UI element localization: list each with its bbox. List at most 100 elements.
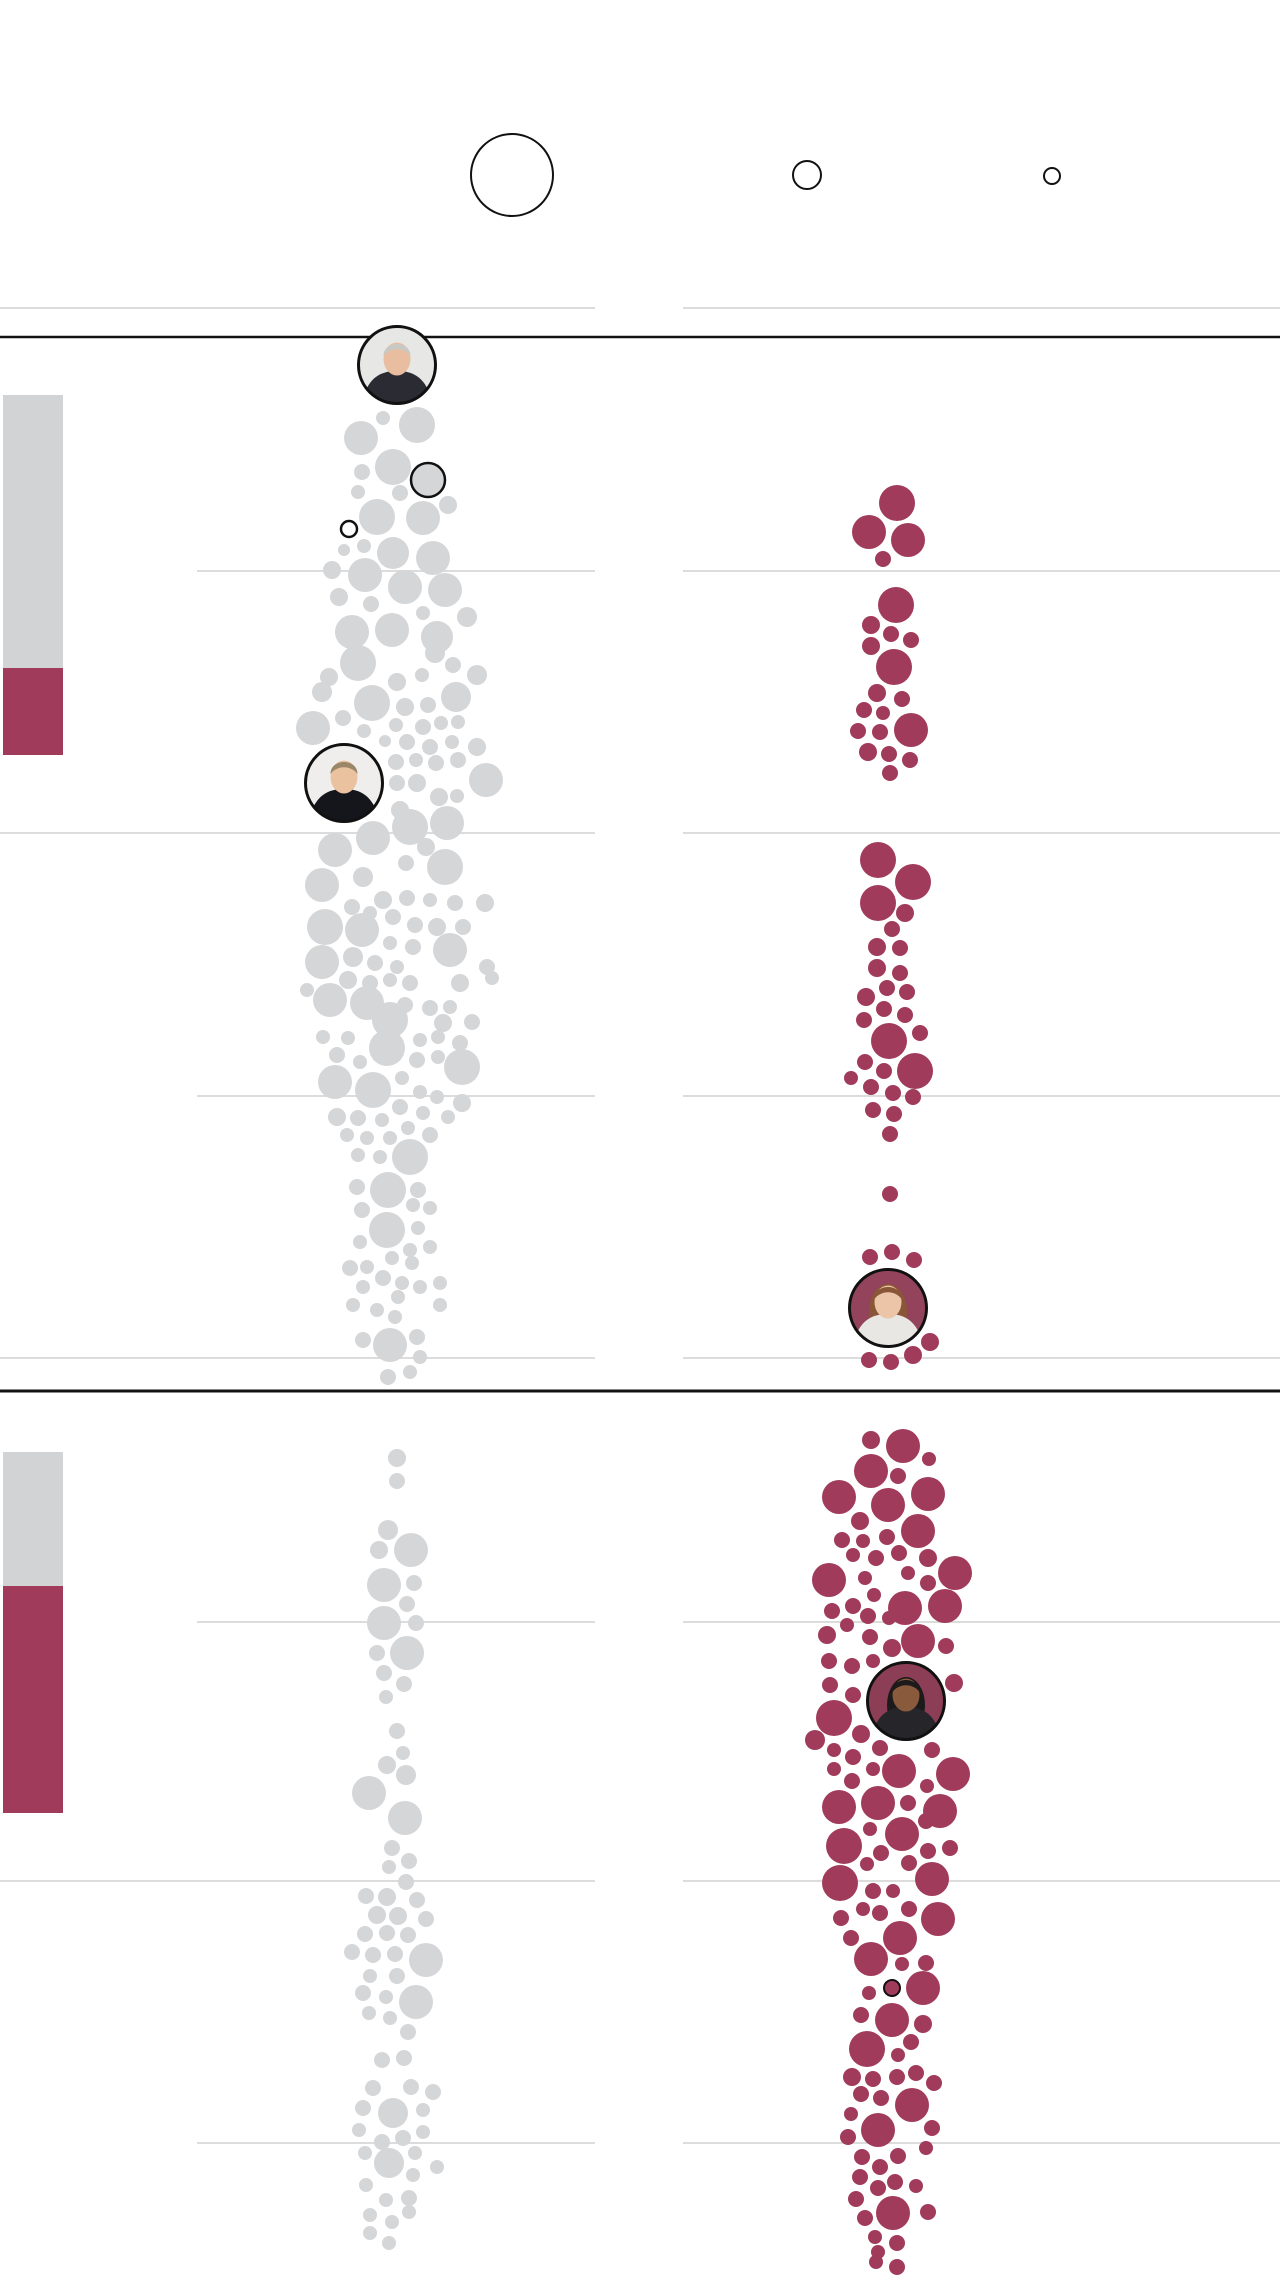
legend-size-circle [792,160,822,190]
bubble-maroon [883,1354,899,1370]
bubble-maroon [895,864,931,900]
bubble-maroon [849,2031,885,2067]
bubble-maroon [912,1025,928,1041]
bubble-maroon [882,1186,898,1202]
bubble-maroon [889,2069,905,2085]
bubble-gray [388,1801,422,1835]
stacked-bar-segment-maroon [3,668,63,755]
bubble-gray [385,909,401,925]
bubble-gray [356,821,390,855]
bubble-gray [409,1052,425,1068]
bubble-maroon [865,1883,881,1899]
bubble-gray [344,1944,360,1960]
bubble-gray [405,1256,419,1270]
portrait-barrett [848,1268,928,1348]
bubble-gray [379,2193,393,2207]
bubble-gray [389,1473,405,1489]
bubble-gray [411,1221,425,1235]
bubble-maroon [854,1942,888,1976]
bubble-maroon [920,1779,934,1793]
bubble-maroon [863,1079,879,1095]
bubble-maroon [922,1452,936,1466]
portrait-ring [848,1268,928,1348]
bubble-maroon [885,1817,919,1851]
bubble-maroon [852,2169,868,2185]
bubble-gray [350,1110,366,1126]
bubble-gray [467,665,487,685]
bubble-gray [357,539,371,553]
bubble-gray [353,1235,367,1249]
bubble-gray [342,1260,358,1276]
bubble-maroon [882,1754,916,1788]
bubble-gray [352,2123,366,2137]
bubble-gray [354,1202,370,1218]
bubble-gray [416,2103,430,2117]
bubble-gray [379,1690,393,1704]
bubble-gray [403,1243,417,1257]
bubble-gray [357,724,371,738]
portrait-ring [357,325,437,405]
bubble-maroon [844,1071,858,1085]
bubble-gray [396,698,414,716]
bubble-gray [384,1840,400,1856]
bubble-gray [340,1128,354,1142]
bubble-gray [451,715,465,729]
bubble-gray [427,849,463,885]
bubble-maroon [852,1725,870,1743]
bubble-gray [370,1303,384,1317]
bubble-gray [380,1369,396,1385]
bubble-gray [388,1449,406,1467]
bubble-gray [368,1906,386,1924]
bubble-maroon [900,1795,916,1811]
bubble-maroon [909,2179,923,2193]
bubble-maroon [890,2148,906,2164]
bubble-gray [362,2006,376,2020]
portrait-hair-front [383,344,411,356]
bubble-gray [378,1888,396,1906]
bubble-gray [452,1035,468,1051]
bubble-gray [399,1596,415,1612]
bubble-maroon [895,1957,909,1971]
bubble-maroon [857,1054,873,1070]
bubble-gray [406,1575,422,1591]
bubble-gray [430,2160,444,2174]
bubble-gray [338,544,350,556]
bubble-gray [296,711,330,745]
bubble-maroon [858,1571,872,1585]
bubble-gray [420,697,436,713]
bubble-gray [375,613,409,647]
bubble-gray [379,1925,395,1941]
bubble-gray [409,1892,425,1908]
bubble-gray [443,1000,457,1014]
bubble-maroon [840,2129,856,2145]
bubble-maroon [856,1012,872,1028]
bubble-gray [367,955,383,971]
bubble-gray [346,1298,360,1312]
bubble-maroon [854,2149,870,2165]
bubble-maroon [863,1822,877,1836]
bubble-maroon [851,1512,869,1530]
portrait-shoulders [870,1707,942,1740]
bubble-maroon [860,885,896,921]
bubble-maroon [857,2210,873,2226]
bubble-gray [355,1985,371,2001]
bubble-gray [378,1520,398,1540]
bubble-maroon [889,2235,905,2251]
stacked-bar-segment-bar_gray [3,395,63,668]
bubble-gray [401,1853,417,1869]
stacked-bar-segment-maroon [3,1586,63,1813]
bubble-maroon [892,940,908,956]
bubble-gray [413,1280,427,1294]
bubble-gray [431,1030,445,1044]
bubble-maroon [848,2191,864,2207]
bubble-gray [398,1874,414,1890]
bubble-gray [370,1541,388,1559]
bubble-gray [312,682,332,702]
bubble-maroon [857,988,875,1006]
bubble-gray [383,2011,397,2025]
bubble-gray [433,1276,447,1290]
bubble-gray [439,496,457,514]
bubble-gray [394,1533,428,1567]
bubble-maroon [876,1001,892,1017]
bubble-maroon [869,2255,883,2269]
